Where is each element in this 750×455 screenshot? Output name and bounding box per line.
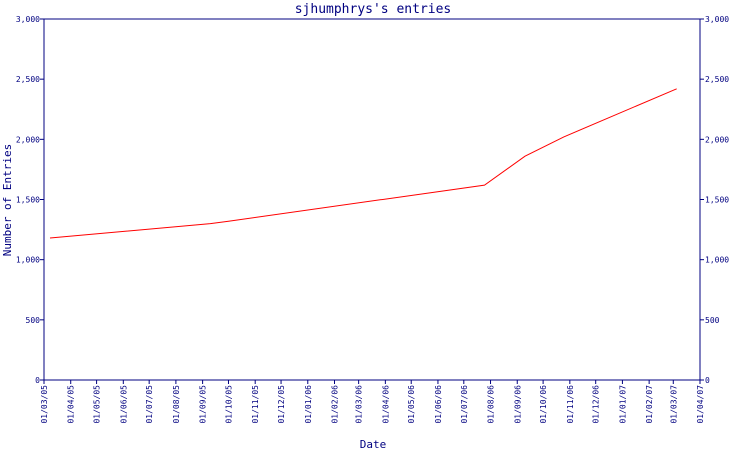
x-tick-label: 01/10/05 [224,385,233,424]
x-tick-label: 01/07/06 [460,385,469,424]
x-tick-label: 01/11/06 [566,385,575,424]
x-tick-label: 01/04/07 [696,385,705,424]
series-line [49,88,677,239]
y-tick-label-left: 2,000 [16,135,40,144]
x-axis: 01/03/05 01/04/05 01/05/05 01/06/05 01/07/05… [40,380,705,424]
x-tick-label: 01/03/06 [355,385,364,424]
y-tick-label-right: 2,000 [705,135,729,144]
y-tick-label-left: 3,000 [16,15,40,24]
x-tick-label: 01/03/05 [40,385,49,424]
chart-title: sjhumphrys's entries [295,2,452,17]
y-tick-label-left: 0 [35,376,40,385]
x-tick-label: 01/04/06 [381,385,390,424]
x-tick-label: 01/11/05 [251,385,260,424]
x-tick-label: 01/05/05 [93,385,102,424]
y-tick-label-right: 3,000 [705,15,729,24]
y-tick-label-right: 1,500 [705,196,729,205]
y-tick-label-left: 500 [26,316,41,325]
x-tick-label: 01/12/06 [592,385,601,424]
series-layer [49,88,677,239]
y-tick-label-left: 1,000 [16,256,40,265]
y-tick-label-left: 1,500 [16,196,40,205]
x-tick-label: 01/09/05 [199,385,208,424]
y-axis-right: 0 500 1,000 1,500 2,000 2,500 3,000 [700,15,729,385]
x-tick-label: 01/04/05 [67,385,76,424]
x-tick-label: 01/01/07 [618,385,627,424]
x-tick-label: 01/02/07 [645,385,654,424]
x-tick-label: 01/03/07 [669,385,678,424]
x-tick-label: 01/02/06 [331,385,340,424]
x-tick-label: 01/08/06 [487,385,496,424]
y-tick-label-right: 500 [705,316,720,325]
plot-frame [43,18,701,381]
x-tick-label: 01/09/06 [513,385,522,424]
y-tick-label-right: 0 [705,376,710,385]
x-tick-label: 01/12/05 [277,385,286,424]
x-tick-label: 01/05/06 [407,385,416,424]
y-tick-label-left: 2,500 [16,75,40,84]
x-tick-label: 01/01/06 [304,385,313,424]
x-tick-label: 01/10/06 [539,385,548,424]
x-tick-label: 01/08/05 [172,385,181,424]
y-tick-label-right: 2,500 [705,75,729,84]
x-axis-label: Date [360,438,387,450]
x-tick-label: 01/06/05 [119,385,128,424]
y-axis-left: 0 500 1,000 1,500 2,000 2,500 3,000 [16,15,44,385]
x-tick-label: 01/07/05 [145,385,154,424]
x-tick-label: 01/06/06 [434,385,443,424]
y-tick-label-right: 1,000 [705,256,729,265]
y-axis-label: Number of Entries [1,144,14,257]
